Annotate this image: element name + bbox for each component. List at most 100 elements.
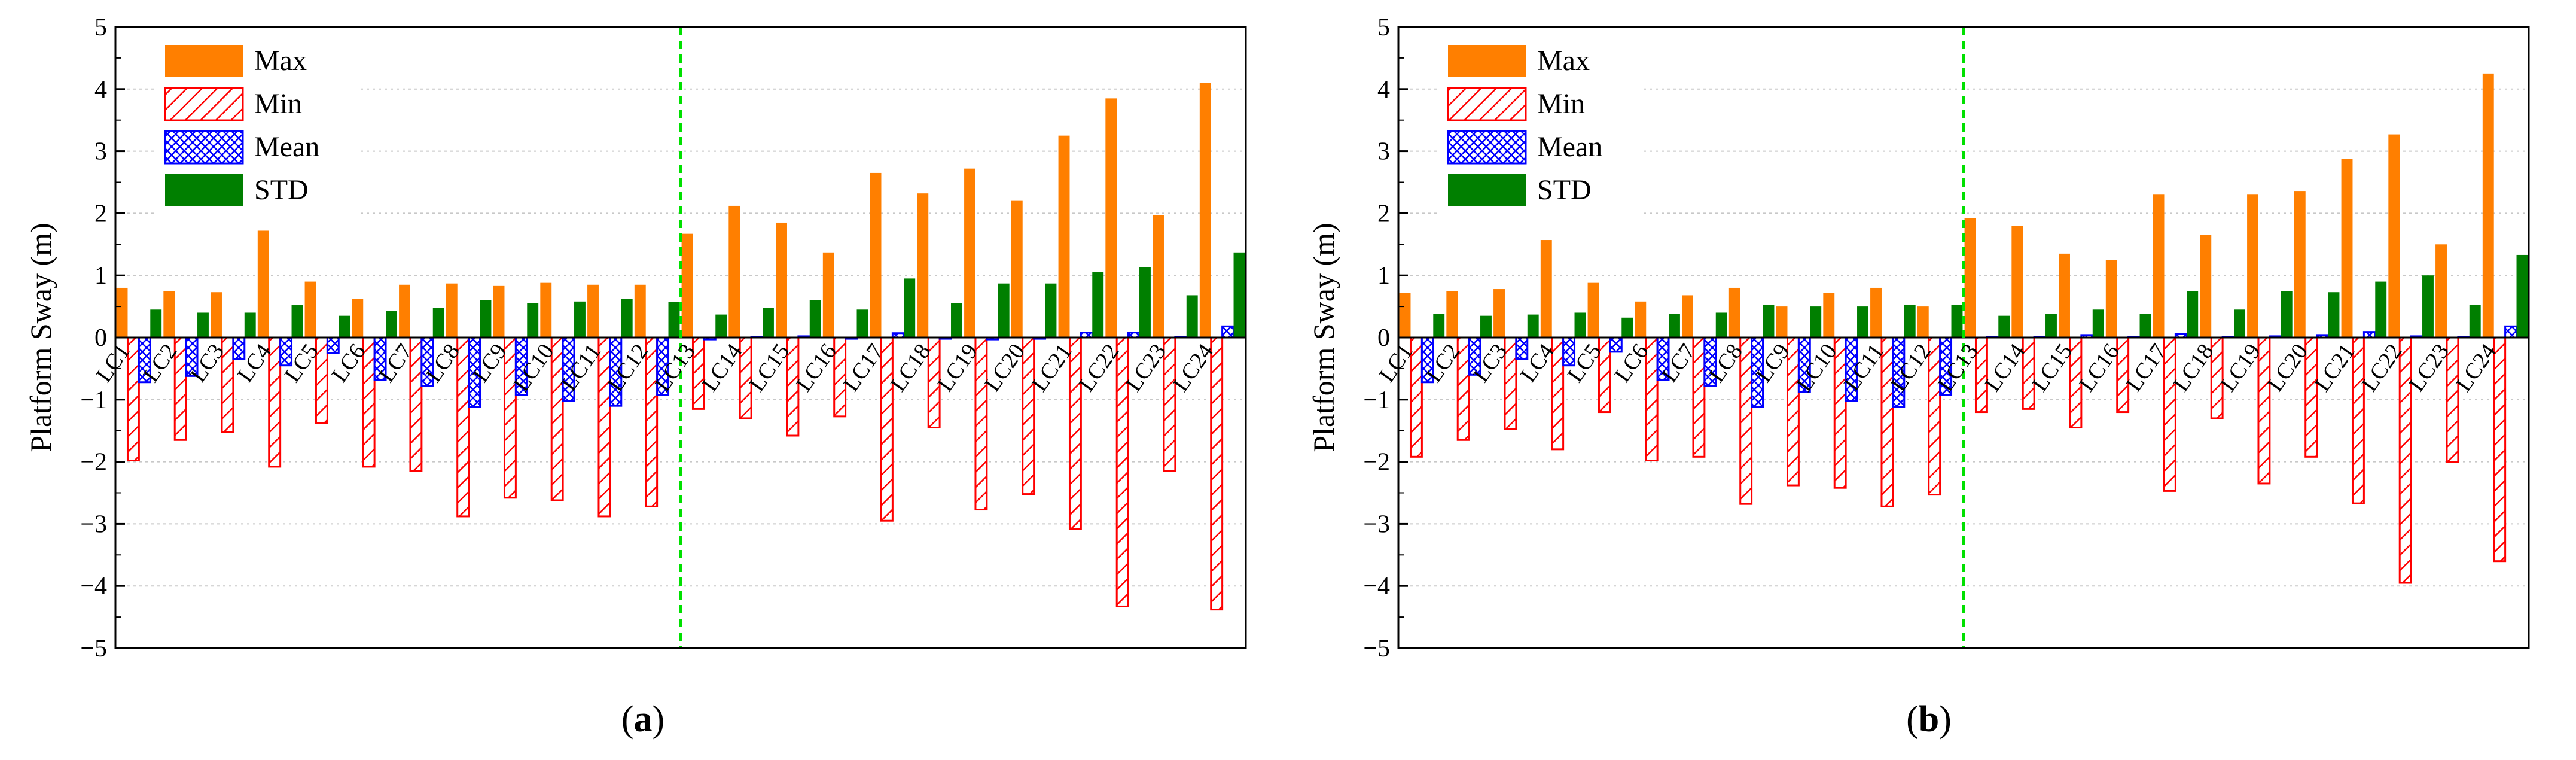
bar-a-max-lc14 — [728, 205, 740, 338]
bar-a-max-lc19 — [964, 168, 975, 338]
legend-a: Max Min Mean STD — [156, 38, 359, 217]
bar-b-max-lc19 — [2247, 194, 2258, 338]
bar-a-std-lc13 — [715, 314, 727, 338]
bar-a-std-lc12 — [668, 302, 680, 338]
bar-a-std-lc9 — [527, 303, 539, 338]
bar-b-std-lc8 — [1763, 304, 1775, 338]
ytick-label-a-6: −1 — [80, 387, 107, 414]
legend-swatch-a-min — [164, 87, 244, 121]
bar-b-max-lc9 — [1776, 306, 1788, 338]
bar-a-max-lc12 — [634, 284, 646, 338]
bar-a-std-lc10 — [574, 301, 586, 338]
bar-b-std-lc4 — [1574, 312, 1586, 338]
bar-a-min-lc24 — [1210, 336, 1224, 611]
bar-b-std-lc1 — [1433, 314, 1445, 338]
bar-a-std-lc3 — [244, 312, 256, 338]
legend-label-b-std: STD — [1537, 174, 1592, 206]
bar-a-max-lc3 — [211, 292, 222, 338]
bar-b-max-lc13 — [1964, 218, 1976, 338]
ytick-label-a-9: −4 — [80, 573, 107, 600]
bar-b-min-lc24 — [2493, 336, 2507, 563]
bar-b-min-lc8 — [1739, 336, 1753, 505]
ytick-label-a-2: 3 — [94, 138, 107, 166]
bar-a-max-lc5 — [304, 281, 316, 338]
bar-a-std-lc7 — [432, 308, 444, 338]
bar-b-std-lc3 — [1527, 314, 1539, 338]
chart-panel-a: LC1 LC2 LC3 LC4 LC5 LC6 LC7 LC8 LC9LC10LC11LC12L… — [24, 14, 1247, 662]
bar-b-max-lc22 — [2388, 134, 2400, 338]
bar-a-max-lc15 — [776, 222, 787, 338]
bar-a-std-lc17 — [904, 278, 916, 338]
bar-a-std-lc23 — [1186, 295, 1198, 338]
ytick-label-b-1: 4 — [1377, 76, 1390, 104]
bar-a-max-lc7 — [399, 284, 410, 338]
bar-b-max-lc10 — [1823, 293, 1835, 338]
legend-swatch-b-max — [1448, 45, 1526, 77]
y-axis-label-a: Platform Sway (m) — [24, 223, 57, 452]
bar-a-max-lc18 — [917, 193, 929, 338]
bar-a-std-lc5 — [339, 315, 350, 338]
bar-b-std-lc21 — [2375, 281, 2387, 338]
ytick-label-a-0: 5 — [94, 14, 107, 41]
ytick-label-b-0: 5 — [1377, 14, 1390, 41]
bar-a-min-lc17 — [880, 336, 894, 522]
bar-a-max-lc2 — [163, 291, 175, 338]
bar-b-max-lc14 — [2011, 226, 2023, 338]
ytick-label-b-8: −3 — [1363, 510, 1390, 538]
bar-b-max-lc1 — [1399, 293, 1411, 338]
chart-panel-b: LC1 LC2 LC3 LC4 LC5 LC6 LC7 LC8 LC9LC10LC11LC12L… — [1307, 14, 2530, 662]
legend-label-b-min: Min — [1537, 88, 1585, 120]
ytick-label-b-2: 3 — [1377, 138, 1390, 166]
bar-a-max-lc6 — [352, 299, 364, 338]
bar-a-max-lc8 — [446, 283, 458, 338]
bar-b-std-lc13 — [1998, 315, 2010, 338]
bar-a-std-lc4 — [291, 305, 303, 338]
bar-b-min-lc5 — [1598, 336, 1611, 414]
bar-b-max-lc16 — [2105, 260, 2117, 338]
bar-a-max-lc23 — [1153, 215, 1164, 338]
bar-a-mean-lc24 — [1221, 325, 1235, 339]
bar-a-std-lc6 — [386, 311, 397, 338]
bar-a-mean-lc3 — [232, 336, 246, 360]
bar-a-std-lc2 — [197, 312, 209, 338]
ytick-label-b-5: 0 — [1377, 324, 1390, 352]
bar-a-std-lc24 — [1233, 252, 1245, 338]
bar-a-max-lc1 — [116, 287, 128, 338]
bar-b-std-lc22 — [2422, 275, 2434, 338]
ytick-label-b-6: −1 — [1363, 387, 1390, 414]
bar-a-min-lc10 — [550, 336, 564, 501]
bar-b-max-lc20 — [2294, 191, 2306, 338]
legend-label-a-min: Min — [254, 88, 302, 120]
bar-b-max-lc23 — [2435, 244, 2447, 338]
bar-a-std-lc18 — [951, 303, 962, 338]
bar-b-std-lc14 — [2045, 314, 2057, 338]
bar-a-std-lc19 — [998, 283, 1010, 338]
ytick-label-b-9: −4 — [1363, 573, 1390, 600]
legend-label-a-mean: Mean — [254, 131, 319, 163]
bar-b-max-lc12 — [1917, 306, 1929, 338]
bar-a-max-lc9 — [493, 285, 505, 338]
bar-b-max-lc17 — [2153, 194, 2165, 338]
bar-b-std-lc17 — [2187, 291, 2199, 338]
legend-swatch-a-std — [165, 174, 243, 206]
ytick-label-b-4: 1 — [1377, 262, 1390, 290]
bar-b-std-lc18 — [2234, 309, 2245, 338]
bar-b-max-lc8 — [1728, 287, 1740, 338]
ytick-label-a-7: −2 — [80, 449, 107, 476]
ytick-label-a-8: −3 — [80, 510, 107, 538]
ytick-label-a-1: 4 — [94, 76, 107, 104]
bar-a-min-lc19 — [974, 336, 988, 511]
bar-a-std-lc20 — [1045, 283, 1057, 338]
y-axis-label-b: Platform Sway (m) — [1307, 223, 1340, 452]
bar-b-max-lc11 — [1870, 287, 1882, 338]
bar-a-max-lc4 — [257, 230, 269, 338]
bar-a-max-lc10 — [540, 282, 552, 338]
panel-caption-b: (b) — [1906, 699, 1952, 740]
bar-b-std-lc15 — [2092, 309, 2104, 338]
bar-b-std-lc7 — [1715, 312, 1727, 338]
bar-b-std-lc20 — [2328, 292, 2340, 338]
bar-b-std-lc10 — [1857, 306, 1868, 338]
ytick-label-a-10: −5 — [80, 635, 107, 662]
legend-b: Max Min Mean STD — [1439, 38, 1642, 217]
